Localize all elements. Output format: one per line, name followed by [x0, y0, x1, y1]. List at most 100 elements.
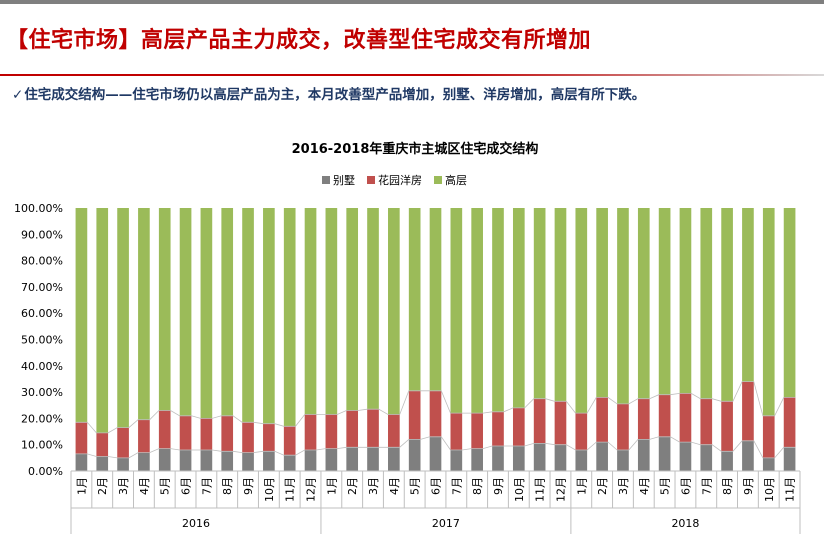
bar-segment-0 [388, 447, 400, 471]
headline-underline [0, 74, 824, 76]
bar-segment-0 [492, 446, 504, 471]
x-tick-label: 10月 [513, 477, 526, 502]
bar-segment-2 [596, 208, 608, 398]
subhead-text: 住宅成交结构——住宅市场仍以高层产品为主，本月改善型产品增加，别墅、洋房增加，高… [24, 87, 646, 103]
bar-segment-1 [762, 415, 775, 458]
bar-segment-2 [429, 208, 442, 391]
bar-segment-0 [596, 442, 608, 471]
bar-segment-0 [721, 451, 733, 471]
bar-segment-1 [179, 415, 192, 450]
x-tick-label: 1月 [575, 477, 588, 495]
bar-segment-0 [637, 439, 650, 471]
bar-segment-1 [75, 422, 88, 454]
bar-segment-2 [75, 208, 88, 423]
bar-segment-1 [492, 411, 504, 447]
bar-segment-0 [554, 444, 567, 471]
bar-segment-1 [658, 394, 671, 437]
bar-segment-0 [429, 436, 442, 471]
bar-segment-0 [117, 457, 129, 471]
x-tick-label: 10月 [763, 477, 776, 502]
bar-segment-0 [221, 451, 234, 471]
bar-segment-0 [75, 453, 88, 471]
page-subhead: ✓住宅成交结构——住宅市场仍以高层产品为主，本月改善型产品增加，别墅、洋房增加，… [12, 83, 645, 103]
bar-segment-2 [575, 208, 588, 414]
bar-segment-2 [283, 208, 296, 427]
bar-segment-1 [367, 409, 379, 448]
bar-segment-0 [408, 439, 421, 471]
bar-segment-1 [117, 427, 129, 458]
bar-segment-0 [575, 449, 588, 471]
x-tick-label: 4月 [638, 477, 651, 495]
y-tick-label: 100.00% [14, 202, 63, 215]
bar-segment-1 [138, 419, 150, 453]
y-tick-label: 0.00% [28, 465, 63, 478]
x-tick-label: 11月 [784, 477, 797, 502]
bar-segment-2 [742, 208, 754, 382]
bar-segment-0 [512, 446, 525, 471]
x-tick-label: 11月 [534, 477, 547, 502]
x-tick-label: 10月 [263, 477, 276, 502]
y-tick-label: 70.00% [21, 281, 63, 294]
bar-segment-1 [450, 413, 463, 450]
top-rule [0, 0, 824, 4]
bar-segment-0 [762, 457, 775, 471]
x-tick-label: 8月 [221, 477, 234, 495]
bar-segment-2 [471, 208, 483, 414]
bar-segment-1 [408, 390, 421, 440]
bar-segment-0 [304, 449, 317, 471]
bar-segment-1 [700, 398, 713, 445]
page-headline: 【住宅市场】高层产品主力成交，改善型住宅成交有所增加 [6, 28, 592, 53]
x-tick-label: 3月 [117, 477, 130, 495]
bar-segment-2 [96, 208, 109, 433]
bar-segment-2 [325, 208, 338, 415]
bar-segment-1 [512, 407, 525, 447]
y-tick-label: 10.00% [21, 439, 63, 452]
bar-segment-0 [325, 448, 338, 471]
bar-segment-0 [471, 448, 483, 471]
y-tick-label: 50.00% [21, 334, 63, 347]
bar-segment-2 [533, 208, 546, 399]
x-tick-label: 8月 [471, 477, 484, 495]
legend-swatch-0 [322, 176, 330, 184]
legend-swatch-2 [434, 176, 442, 184]
x-tick-label: 4月 [138, 477, 151, 495]
chart-title: 2016-2018年重庆市主城区住宅成交结构 [292, 141, 539, 157]
y-tick-label: 80.00% [21, 255, 63, 268]
bar-plot-area [75, 208, 796, 471]
chart-legend: 别墅 花园洋房 高层 [322, 173, 467, 187]
bar-segment-1 [617, 403, 629, 450]
bar-segment-0 [96, 456, 109, 471]
bar-segment-0 [283, 455, 296, 471]
bar-segment-1 [325, 414, 338, 449]
bar-segment-1 [283, 426, 296, 456]
bar-segment-2 [408, 208, 421, 391]
bar-segment-2 [658, 208, 671, 395]
bar-segment-0 [742, 440, 754, 471]
bar-segment-2 [700, 208, 713, 399]
bar-segment-0 [346, 447, 359, 471]
x-tick-label: 6月 [679, 477, 692, 495]
x-tick-label: 5月 [409, 477, 422, 495]
y-tick-label: 60.00% [21, 307, 63, 320]
bar-segment-2 [200, 208, 213, 419]
x-tick-label: 9月 [742, 477, 755, 495]
y-tick-label: 90.00% [21, 228, 63, 241]
x-tick-label: 7月 [450, 477, 463, 495]
bar-segment-2 [679, 208, 692, 394]
x-tick-label: 11月 [284, 477, 297, 502]
bar-segment-1 [637, 398, 650, 440]
x-tick-label: 6月 [180, 477, 193, 495]
bar-segment-1 [346, 410, 359, 448]
x-tick-label: 12月 [555, 477, 568, 502]
x-tick-label: 3月 [367, 477, 380, 495]
bar-segment-1 [158, 410, 171, 449]
bar-segment-1 [533, 398, 546, 444]
bar-segment-2 [242, 208, 254, 423]
bar-segment-1 [596, 397, 608, 443]
legend-label-2: 高层 [445, 173, 467, 187]
x-tick-label: 2月 [346, 477, 359, 495]
bar-segment-0 [450, 449, 463, 471]
x-tick-label: 12月 [305, 477, 318, 502]
bar-segment-0 [700, 444, 713, 471]
